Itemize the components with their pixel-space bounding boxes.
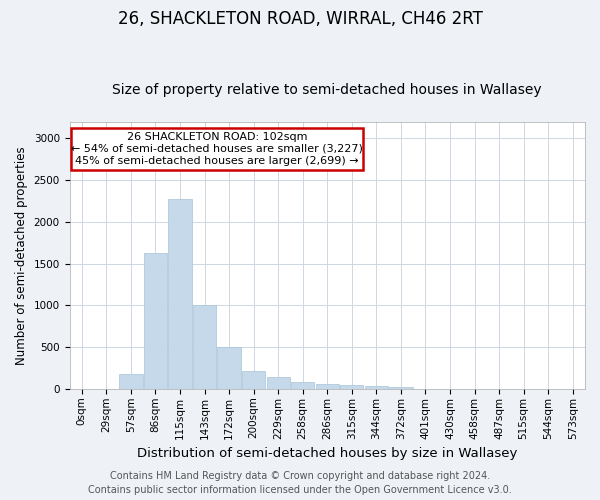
Bar — [169, 199, 191, 389]
FancyBboxPatch shape — [71, 128, 363, 170]
Text: Contains HM Land Registry data © Crown copyright and database right 2024.
Contai: Contains HM Land Registry data © Crown c… — [88, 471, 512, 495]
Bar — [119, 374, 143, 389]
Bar — [389, 388, 413, 389]
Bar — [242, 371, 265, 389]
Y-axis label: Number of semi-detached properties: Number of semi-detached properties — [15, 146, 28, 364]
Bar — [144, 254, 167, 389]
Bar — [291, 382, 314, 389]
Bar — [193, 306, 216, 389]
Bar — [316, 384, 339, 389]
Bar — [365, 386, 388, 389]
Text: 26, SHACKLETON ROAD, WIRRAL, CH46 2RT: 26, SHACKLETON ROAD, WIRRAL, CH46 2RT — [118, 10, 482, 28]
Bar — [217, 347, 241, 389]
Text: 26 SHACKLETON ROAD: 102sqm: 26 SHACKLETON ROAD: 102sqm — [127, 132, 307, 142]
Text: ← 54% of semi-detached houses are smaller (3,227): ← 54% of semi-detached houses are smalle… — [71, 144, 363, 154]
X-axis label: Distribution of semi-detached houses by size in Wallasey: Distribution of semi-detached houses by … — [137, 447, 517, 460]
Text: 45% of semi-detached houses are larger (2,699) →: 45% of semi-detached houses are larger (… — [75, 156, 359, 166]
Bar — [340, 384, 364, 389]
Title: Size of property relative to semi-detached houses in Wallasey: Size of property relative to semi-detach… — [112, 83, 542, 97]
Bar — [266, 377, 290, 389]
